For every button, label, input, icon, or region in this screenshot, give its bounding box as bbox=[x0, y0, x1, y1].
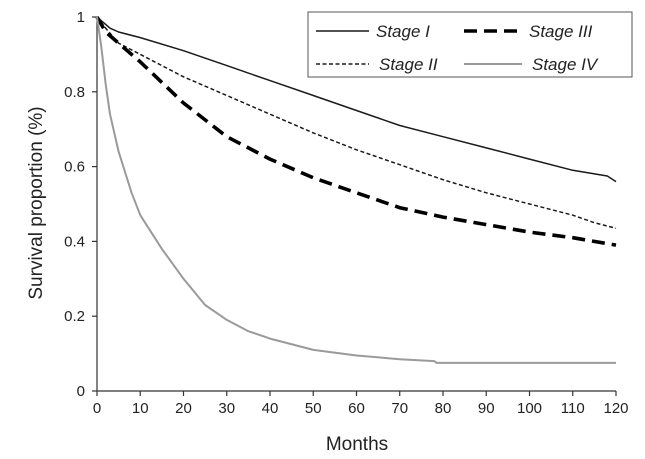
x-tick-label: 30 bbox=[218, 400, 235, 417]
y-tick-label: 0 bbox=[77, 383, 85, 400]
y-tick-label: 0.8 bbox=[64, 84, 85, 101]
x-tick-label: 70 bbox=[391, 400, 408, 417]
x-tick-label: 60 bbox=[348, 400, 365, 417]
x-tick-label: 90 bbox=[478, 400, 495, 417]
plot-area: 00.20.40.60.810 10 20 30 40 50 60 70 80 90 100 110 1… bbox=[64, 9, 633, 417]
legend-label: Stage IV bbox=[532, 55, 599, 74]
legend-box bbox=[307, 11, 633, 78]
x-tick-label: 40 bbox=[262, 400, 279, 417]
legend-label: Stage I bbox=[376, 22, 430, 41]
x-tick-label: 10 bbox=[132, 400, 149, 417]
x-axis-title: Months bbox=[326, 434, 388, 455]
series-line-stage-iii bbox=[95, 16, 617, 247]
x-tick-label: 0 bbox=[93, 400, 101, 417]
series-line-stage-ii bbox=[96, 16, 617, 230]
x-tick-label: 110 bbox=[561, 400, 585, 417]
x-tick-label: 100 bbox=[517, 400, 542, 417]
y-tick-label: 1 bbox=[77, 9, 85, 26]
x-tick-label: 50 bbox=[305, 400, 322, 417]
legend-label: Stage II bbox=[379, 55, 438, 74]
legend-label: Stage III bbox=[529, 22, 593, 41]
x-tick-label: 20 bbox=[175, 400, 192, 417]
series-line-stage-i bbox=[96, 16, 617, 183]
y-tick-label: 0.6 bbox=[64, 159, 85, 176]
y-tick-label: 0.4 bbox=[64, 233, 85, 250]
x-tick-label: 80 bbox=[435, 400, 452, 417]
y-axis-title: Survival proportion (%) bbox=[26, 106, 47, 299]
series-line-stage-iv bbox=[96, 16, 616, 364]
x-tick-label: 120 bbox=[603, 400, 628, 417]
y-tick-label: 0.2 bbox=[64, 308, 85, 325]
